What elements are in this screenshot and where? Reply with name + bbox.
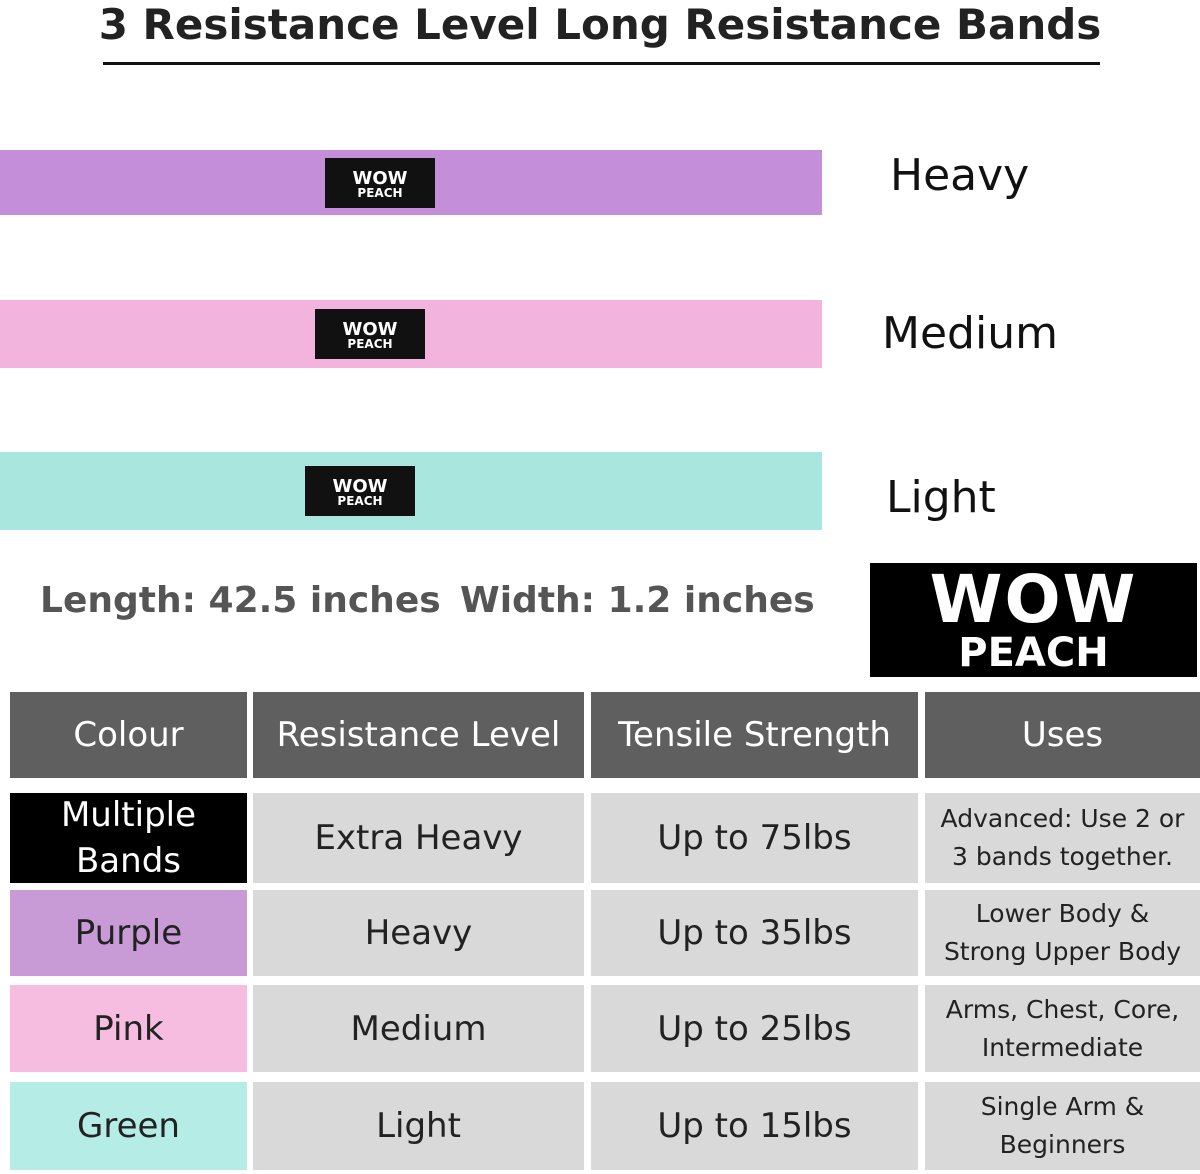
header-cell: Resistance Level: [253, 692, 584, 778]
band-label: Medium: [882, 308, 1058, 359]
table-cell: Heavy: [253, 890, 584, 976]
tag-text: PEACH: [347, 337, 393, 351]
table-cell: Pink: [10, 985, 247, 1072]
table-cell: Up to 15lbs: [591, 1082, 918, 1170]
header-cell: Uses: [925, 692, 1200, 778]
header-cell: Colour: [10, 692, 247, 778]
logo-line: PEACH: [958, 630, 1109, 676]
table-cell: Up to 25lbs: [591, 985, 918, 1072]
header-cell: Tensile Strength: [591, 692, 918, 778]
band-tag: WOW PEACH: [325, 157, 435, 208]
table-cell: Extra Heavy: [253, 793, 584, 883]
table-cell: Green: [10, 1082, 247, 1170]
table-cell: Lower Body & Strong Upper Body: [925, 890, 1200, 976]
tag-text: WOW: [342, 319, 398, 340]
table-cell: Multiple Bands: [10, 793, 247, 883]
tag-text: WOW: [352, 167, 408, 189]
table-cell: Up to 75lbs: [591, 793, 918, 883]
band-label: Heavy: [890, 150, 1030, 201]
logo: WOW PEACH: [870, 563, 1197, 677]
title-underline: [103, 62, 1100, 65]
logo-line: WOW: [929, 561, 1138, 638]
table-cell: Purple: [10, 890, 247, 976]
tag-text: WOW: [332, 476, 388, 497]
table-cell: Medium: [253, 985, 584, 1072]
title: 3 Resistance Level Long Resistance Bands: [98, 0, 1102, 49]
band-label: Light: [886, 472, 996, 523]
length: Length: 42.5 inches: [40, 580, 441, 621]
band-tag: WOW PEACH: [315, 309, 425, 359]
width: Width: 1.2 inches: [460, 580, 815, 621]
table-cell: Up to 35lbs: [591, 890, 918, 976]
tag-text: PEACH: [357, 185, 403, 200]
table-cell: Single Arm & Beginners: [925, 1082, 1200, 1170]
table-cell: Arms, Chest, Core, Intermediate: [925, 985, 1200, 1072]
tag-text: PEACH: [337, 494, 383, 508]
band-tag: WOW PEACH: [305, 466, 415, 516]
table-cell: Advanced: Use 2 or 3 bands together.: [925, 793, 1200, 883]
table-cell: Light: [253, 1082, 584, 1170]
